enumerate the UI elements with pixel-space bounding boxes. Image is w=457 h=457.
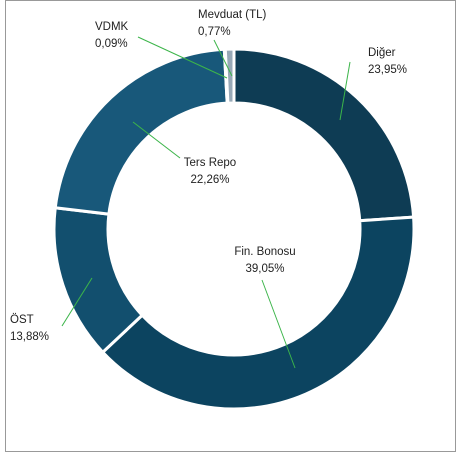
donut-segment	[53, 47, 229, 216]
leader-line	[213, 39, 233, 77]
slice-label: ÖST	[10, 314, 34, 326]
slice-label: Ters Repo	[184, 157, 236, 169]
leader-line	[137, 36, 228, 79]
slice-value: 13,88%	[10, 331, 49, 343]
frame	[5, 0, 456, 452]
slice-value: 0,77%	[198, 26, 231, 38]
slice-label: Fin. Bonosu	[234, 246, 295, 258]
leader-line	[339, 61, 351, 121]
donut-segment	[223, 47, 236, 105]
slice-label: Mevduat (TL)	[198, 9, 267, 21]
slice-value: 23,95%	[368, 64, 407, 76]
slice-value: 0,09%	[95, 38, 128, 50]
donut-segment	[100, 215, 416, 411]
slice-label: VDMK	[95, 21, 129, 33]
leader-line	[61, 277, 93, 327]
slice-label: Diğer	[368, 47, 396, 59]
slice-value: 39,05%	[245, 263, 284, 275]
slice-value: 22,26%	[190, 174, 229, 186]
leader-line	[261, 279, 296, 369]
leader-line	[132, 121, 181, 159]
